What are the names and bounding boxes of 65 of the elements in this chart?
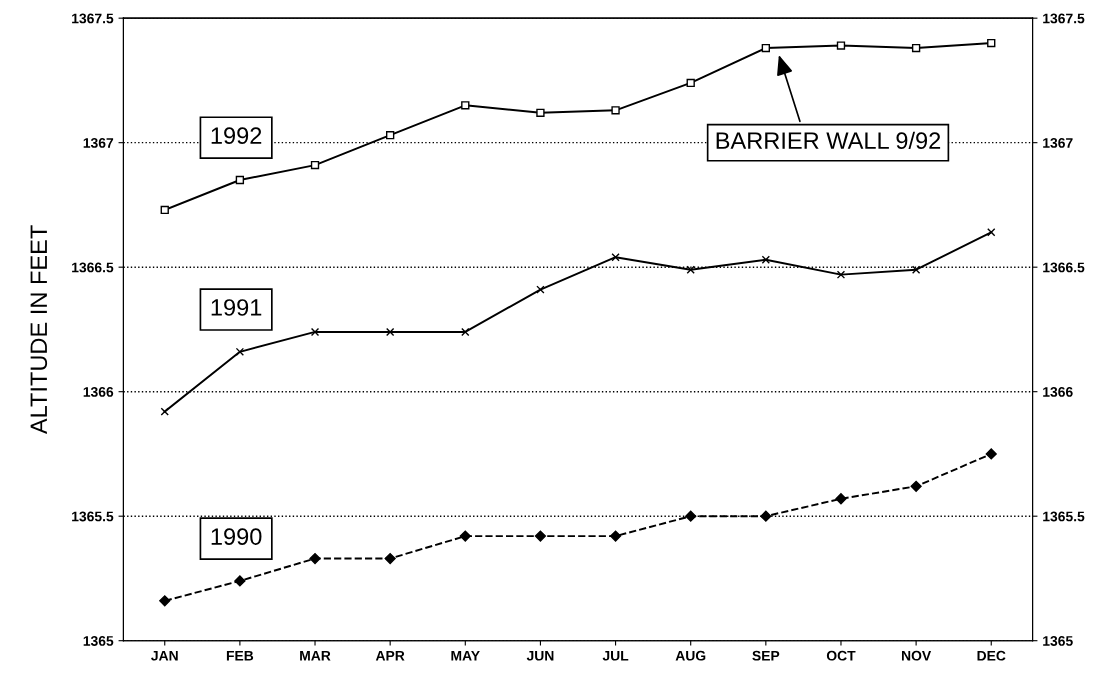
- x-tick-label: FEB: [226, 650, 254, 661]
- point: [536, 108, 545, 117]
- point: [536, 285, 545, 294]
- point: [910, 480, 922, 492]
- y2-tick-label: 1366: [1043, 387, 1073, 397]
- point: [461, 327, 470, 337]
- y2-tick-label: 1367: [1043, 138, 1073, 148]
- x-tick-label: MAY: [451, 650, 480, 661]
- y-tick-label: 1367: [83, 138, 114, 148]
- point: [911, 43, 921, 53]
- series-label: 1992: [211, 127, 262, 145]
- y2-tick-label: 1366.5: [1043, 262, 1085, 273]
- point: [611, 106, 620, 115]
- point: [160, 407, 169, 416]
- point: [234, 575, 246, 587]
- x-tick-label: JUN: [526, 650, 554, 661]
- point: [310, 160, 320, 170]
- annotation: BARRIER WALL 9/92: [716, 131, 941, 150]
- point: [760, 510, 772, 522]
- point: [235, 175, 245, 185]
- x-tick-label: APR: [375, 650, 405, 661]
- y-tick-label: 1366: [83, 387, 114, 397]
- point: [836, 41, 846, 50]
- point: [685, 510, 697, 522]
- series-label: 1990: [211, 528, 262, 545]
- x-tick-label: JAN: [151, 650, 178, 661]
- point: [385, 327, 395, 337]
- point: [611, 253, 620, 262]
- x-tick-label: OCT: [826, 650, 856, 661]
- y-tick-label: 1366.5: [72, 262, 114, 273]
- point: [534, 530, 547, 542]
- point: [987, 228, 996, 237]
- y2-tick-label: 1365: [1043, 636, 1073, 646]
- series-label: 1991: [211, 299, 262, 316]
- point: [160, 205, 169, 215]
- x-tick-label: SEP: [752, 650, 780, 661]
- point: [609, 530, 622, 542]
- x-tick-label: AUG: [675, 650, 706, 661]
- point: [836, 270, 846, 279]
- y-tick-label: 1365.5: [72, 511, 114, 522]
- x-tick-label: JUL: [602, 650, 629, 661]
- y-axis-title: ALTITUDE IN FEET: [30, 225, 48, 435]
- point: [309, 552, 321, 565]
- point: [385, 131, 395, 140]
- point: [459, 530, 471, 542]
- point: [384, 552, 396, 565]
- point: [686, 78, 695, 88]
- point: [235, 347, 245, 357]
- point: [310, 327, 320, 337]
- x-tick-label: MAR: [300, 650, 331, 661]
- point: [835, 493, 847, 505]
- y2-tick-label: 1367.5: [1043, 13, 1085, 24]
- point: [761, 255, 771, 264]
- point: [985, 448, 997, 460]
- y-tick-label: 1367.5: [72, 13, 114, 24]
- point: [761, 43, 771, 53]
- y2-tick-label: 1365.5: [1043, 511, 1085, 522]
- x-tick-label: DEC: [977, 650, 1006, 661]
- x-tick-label: NOV: [901, 650, 932, 661]
- point: [686, 265, 695, 274]
- point: [911, 265, 921, 274]
- y-tick-label: 1365: [83, 636, 114, 646]
- point: [987, 38, 996, 48]
- point: [461, 101, 470, 110]
- point: [159, 595, 171, 607]
